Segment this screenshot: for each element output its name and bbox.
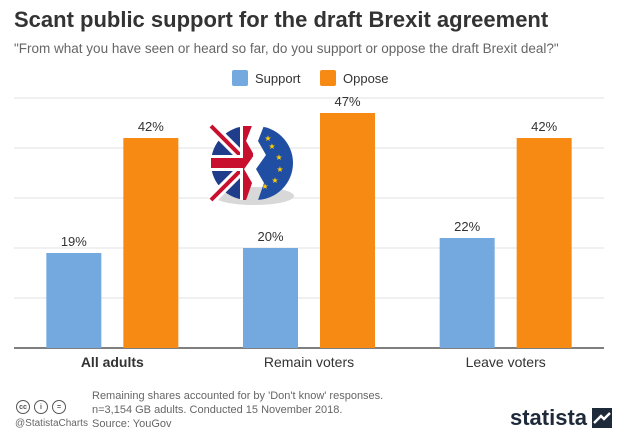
data-label-oppose-2: 42% xyxy=(531,119,557,134)
legend-swatch-oppose xyxy=(320,70,336,86)
footer-note-line: n=3,154 GB adults. Conducted 15 November… xyxy=(92,404,343,416)
license-icons: cc i = xyxy=(16,400,66,414)
data-label-support-1: 20% xyxy=(257,229,283,244)
no-derivatives-icon: = xyxy=(52,400,66,414)
creative-commons-icon: cc xyxy=(16,400,30,414)
bar-oppose-2 xyxy=(516,138,572,348)
svg-text:★: ★ xyxy=(275,153,282,162)
category-label-0: All adults xyxy=(81,354,144,370)
attribution-icon: i xyxy=(34,400,48,414)
chart-subtitle: "From what you have seen or heard so far… xyxy=(14,41,559,56)
footer-note: Remaining shares accounted for by 'Don't… xyxy=(92,389,383,431)
twitter-handle: @StatistaCharts xyxy=(15,418,88,429)
category-label-1: Remain voters xyxy=(264,354,354,370)
svg-text:★: ★ xyxy=(264,134,271,143)
bar-oppose-1 xyxy=(320,113,375,348)
bar-support-0 xyxy=(46,253,102,348)
grid-layer xyxy=(14,97,604,349)
svg-text:★: ★ xyxy=(261,182,268,191)
data-label-support-0: 19% xyxy=(61,234,87,249)
data-label-oppose-0: 42% xyxy=(138,119,164,134)
bar-layer: 19% 42% All adults 20% 47% Remain voters 22% 42… xyxy=(46,94,572,370)
bar-support-2 xyxy=(439,238,495,348)
data-label-support-2: 22% xyxy=(454,219,480,234)
broken-flag-illustration: ★ ★ ★ ★ ★ ★ xyxy=(208,123,294,205)
footer-note-line: Remaining shares accounted for by 'Don't… xyxy=(92,390,384,402)
bar-support-1 xyxy=(243,248,298,348)
chart-title: Scant public support for the draft Brexi… xyxy=(14,7,549,32)
svg-text:★: ★ xyxy=(271,176,278,185)
brand-name: statista xyxy=(510,405,588,430)
statista-logo: statista xyxy=(510,405,613,431)
legend-swatch-support xyxy=(232,70,248,86)
legend-item-support: Support xyxy=(232,70,301,86)
footer-source: Source: YouGov xyxy=(92,418,172,430)
legend-item-oppose: Oppose xyxy=(320,70,389,86)
category-label-2: Leave voters xyxy=(466,354,546,370)
statista-mark-icon xyxy=(592,408,613,428)
svg-text:★: ★ xyxy=(276,165,283,174)
data-label-oppose-1: 47% xyxy=(334,94,360,109)
svg-text:★: ★ xyxy=(268,142,275,151)
legend-label-support: Support xyxy=(255,70,301,86)
legend-label-oppose: Oppose xyxy=(343,70,389,86)
bar-oppose-0 xyxy=(123,138,179,348)
